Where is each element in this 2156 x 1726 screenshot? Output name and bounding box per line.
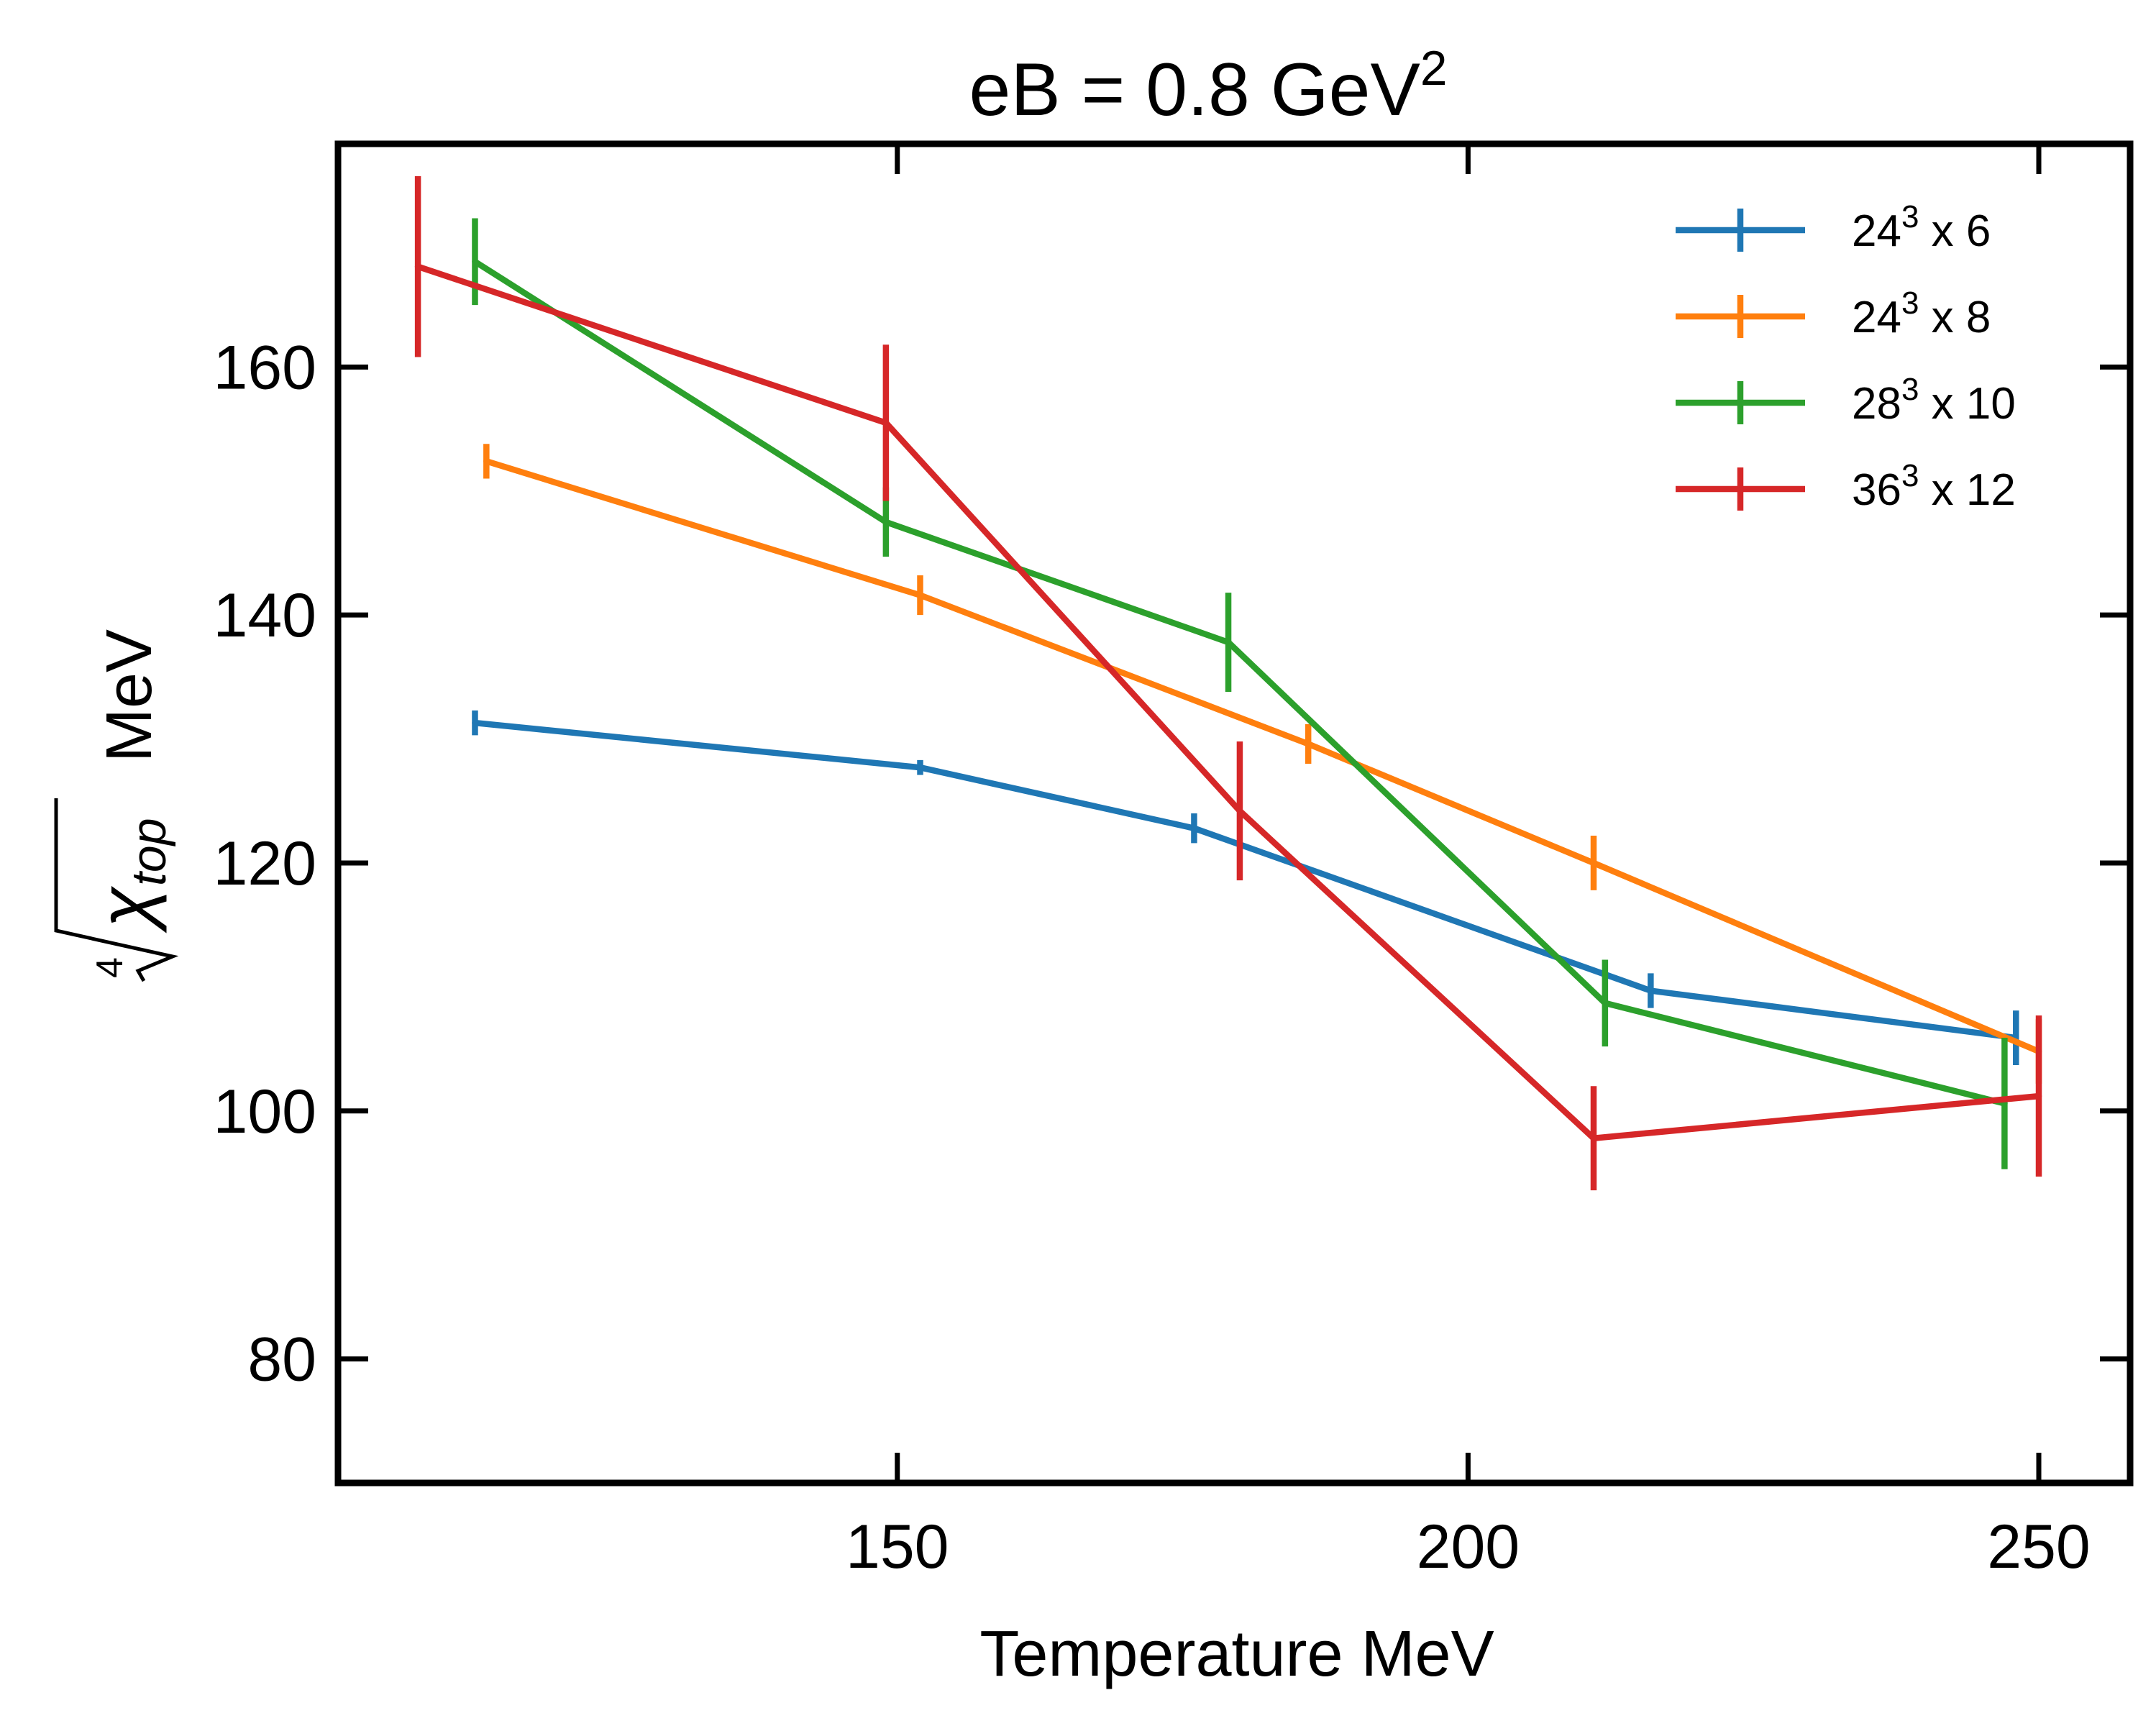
series-layer — [414, 175, 2042, 1191]
radical-sign-icon — [54, 798, 179, 982]
legend-item: 283 x 10 — [1676, 372, 2016, 429]
y-label-symbol: χ — [84, 885, 168, 933]
x-axis-label: Temperature MeV — [979, 1618, 1494, 1690]
y-label-root-index: 4 — [89, 957, 131, 978]
legend: 243 x 6 243 x 8 283 x 10 363 x 12 — [1676, 199, 2016, 515]
plot-frame — [334, 140, 2134, 1487]
legend-label: 243 x 6 — [1852, 199, 1991, 256]
y-tick-label: 120 — [214, 829, 317, 898]
y-tick-label: 140 — [214, 581, 317, 650]
y-tick-label: 100 — [214, 1077, 317, 1146]
y-axis-label: 4 χ top MeV — [54, 629, 179, 982]
x-tick-label: 200 — [1417, 1512, 1520, 1581]
y-tick-label: 80 — [247, 1325, 316, 1394]
legend-label: 283 x 10 — [1852, 372, 2016, 429]
y-label-unit: MeV — [93, 629, 165, 762]
y-label-subscript: top — [122, 818, 176, 886]
legend-item: 363 x 12 — [1676, 458, 2016, 515]
x-tick-label: 150 — [846, 1512, 949, 1581]
legend-label: 243 x 8 — [1852, 286, 1991, 342]
series-4 — [414, 175, 2042, 1191]
y-tick-label: 160 — [214, 333, 317, 402]
series-1 — [472, 710, 2019, 1065]
chart-title: eB = 0.8 GeV2 — [969, 42, 1448, 132]
legend-item: 243 x 6 — [1676, 199, 1991, 256]
legend-label: 363 x 12 — [1852, 458, 2016, 515]
legend-item: 243 x 8 — [1676, 286, 1991, 342]
series-3 — [472, 218, 2008, 1169]
axis-ticks: 150 200 250 80 100 120 140 160 — [214, 144, 2130, 1581]
x-tick-label: 250 — [1987, 1512, 2091, 1581]
